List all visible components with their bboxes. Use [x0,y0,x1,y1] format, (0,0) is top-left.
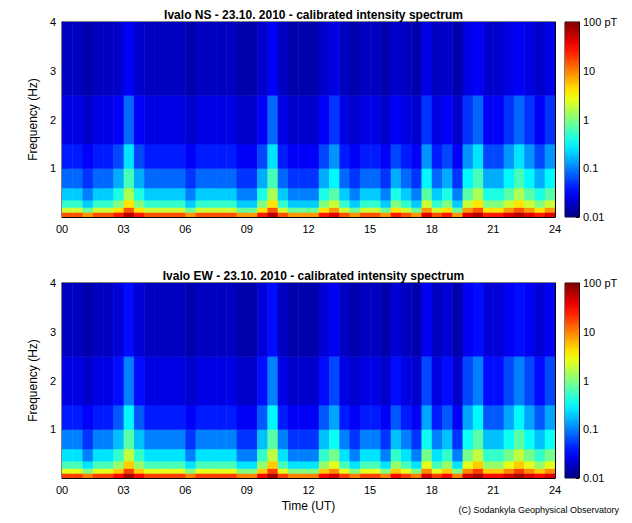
svg-text:18: 18 [426,484,438,496]
svg-text:10: 10 [583,326,595,338]
svg-text:06: 06 [179,484,191,496]
svg-text:2: 2 [50,114,56,126]
svg-text:Frequency (Hz): Frequency (Hz) [26,339,40,422]
svg-text:18: 18 [426,223,438,235]
svg-text:0.1: 0.1 [583,162,598,174]
svg-text:100 pT: 100 pT [583,277,618,289]
svg-text:10: 10 [583,65,595,77]
svg-text:1: 1 [50,423,56,435]
svg-text:4: 4 [50,16,56,28]
svg-text:09: 09 [241,223,253,235]
svg-text:3: 3 [50,326,56,338]
svg-text:24: 24 [549,223,561,235]
svg-text:24: 24 [549,484,561,496]
svg-text:15: 15 [364,223,376,235]
svg-text:4: 4 [50,277,56,289]
svg-text:0.01: 0.01 [583,211,604,223]
svg-text:100 pT: 100 pT [583,16,618,28]
svg-text:1: 1 [583,375,589,387]
svg-text:00: 00 [56,484,68,496]
svg-text:03: 03 [118,484,130,496]
svg-text:0.01: 0.01 [583,472,604,484]
svg-text:1: 1 [50,162,56,174]
svg-text:Time (UT): Time (UT) [282,499,336,513]
svg-text:1: 1 [583,114,589,126]
svg-text:2: 2 [50,375,56,387]
svg-text:0.1: 0.1 [583,423,598,435]
svg-text:Frequency (Hz): Frequency (Hz) [26,78,40,161]
svg-text:Ivalo NS - 23.10. 2010 - calib: Ivalo NS - 23.10. 2010 - calibrated inte… [164,8,463,22]
svg-text:(C) Sodankyla Geophysical Obse: (C) Sodankyla Geophysical Observatory [458,505,619,515]
svg-text:12: 12 [302,484,314,496]
svg-text:09: 09 [241,484,253,496]
svg-text:06: 06 [179,223,191,235]
svg-text:3: 3 [50,65,56,77]
svg-text:21: 21 [487,223,499,235]
svg-text:15: 15 [364,484,376,496]
svg-text:00: 00 [56,223,68,235]
svg-text:03: 03 [118,223,130,235]
svg-text:21: 21 [487,484,499,496]
svg-text:12: 12 [302,223,314,235]
svg-text:Ivalo EW - 23.10. 2010 - calib: Ivalo EW - 23.10. 2010 - calibrated inte… [163,269,464,283]
